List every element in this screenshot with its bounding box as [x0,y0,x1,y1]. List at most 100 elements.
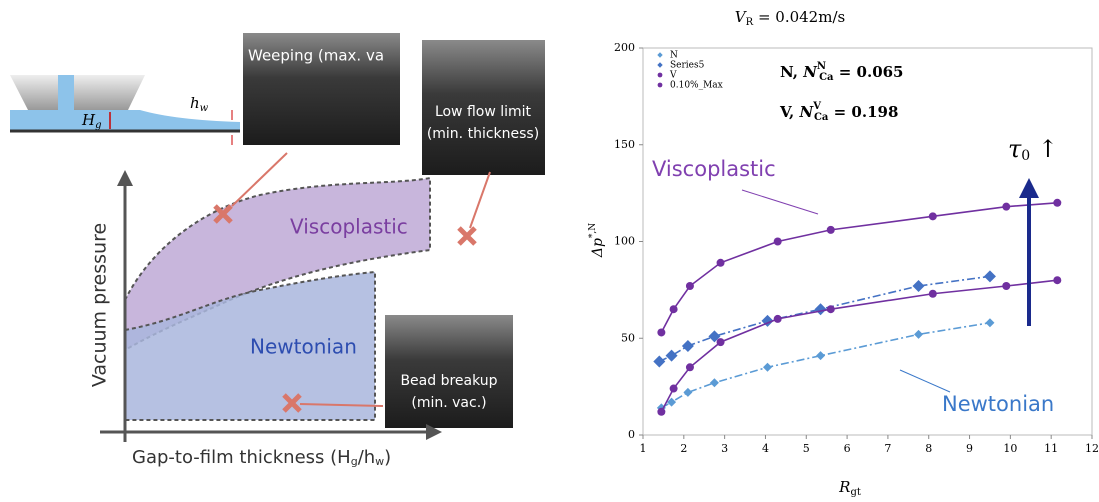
hg: H [81,111,96,129]
text-part: ↑ [1030,135,1058,163]
annotation: Newtonian [942,392,1054,416]
text-part: Ca [814,112,829,123]
x-tick-label: 7 [884,442,891,455]
text-part: = 0.198 [828,103,898,121]
x-tick-label: 10 [1003,442,1017,455]
y-axis-label: Δp*,N [588,223,607,258]
point [653,355,665,367]
text-part: = 0.042m/s [753,8,845,26]
photo-label: Bead breakup [400,373,497,389]
chart-title: VR = 0.042m/s [735,8,845,28]
point [984,270,996,282]
coater-head [10,75,145,110]
point [670,305,678,313]
point [682,340,694,352]
figure: Hg hw Weeping (max. va Low flow limit (m… [0,0,1099,502]
legend-label: V [669,71,677,81]
x-tick-label: 9 [966,442,973,455]
point [914,330,923,339]
hw: h [190,94,200,112]
x-axis-label: Gap-to-film thickness (Hg/hw) [132,447,391,468]
cross [459,228,475,244]
x-tick-label: 3 [721,442,728,455]
point [657,408,665,416]
x-tick-label: 8 [925,442,932,455]
point [670,385,678,393]
point [774,238,782,246]
point [815,303,827,315]
point [929,290,937,298]
series-line [659,276,990,361]
x-label-part: Gap-to-film thickness (H [132,447,351,468]
text-part: *,N [588,223,598,238]
point [929,212,937,220]
text-part: N, [780,63,803,81]
trend-arrow-head [1019,178,1039,198]
point [666,350,678,362]
point [683,388,692,397]
point [1053,276,1061,284]
text-part: N [798,103,814,121]
leader [470,172,490,228]
x-tick-label: 1 [640,442,647,455]
annotation: τ0 ↑ [1008,135,1058,165]
point [686,363,694,371]
text-part: V, [779,103,799,121]
x-tick-label: 6 [844,442,851,455]
point [913,280,925,292]
schematic: Hg hw [10,75,240,145]
photo-label: (min. thickness) [427,126,539,142]
x-label-part: g [351,455,358,468]
y-tick-label: 0 [628,428,635,441]
text-part: gt [850,487,860,498]
legend-label: 0.10%_Max [670,81,723,91]
point [1002,282,1010,290]
text-part: Ca [819,72,834,83]
text-part: V [812,101,821,112]
leader [900,370,950,392]
region-label: Newtonian [250,335,357,359]
slot [58,75,74,110]
point [985,318,994,327]
point [686,282,694,290]
point [1053,199,1061,207]
text-part: R [838,478,850,496]
y-tick-label: 100 [614,235,635,248]
text-part: N [817,61,826,72]
point [827,226,835,234]
point [717,338,725,346]
text-part: τ [1008,135,1022,163]
text-part: Δp [590,238,606,258]
x-label-part: ) [384,447,391,468]
text-part: 0 [1021,148,1030,164]
region-label: Viscoplastic [290,215,408,239]
hw-label: hw [190,94,209,114]
hw-sub: w [200,103,209,114]
hg-sub: g [95,120,101,131]
point [717,259,725,267]
point [710,378,719,387]
point [1002,203,1010,211]
legend-marker [658,73,663,78]
text-part: = 0.065 [834,63,904,81]
y-tick-label: 50 [621,331,635,344]
photo [385,315,513,428]
legend-label: N [670,51,678,61]
x-tick-label: 5 [803,442,810,455]
point [816,351,825,360]
legend-marker [657,52,662,57]
x-label-part: w [375,455,384,468]
axis-arrow [117,170,133,186]
point [657,328,665,336]
y-tick-label: 200 [614,41,635,54]
x-axis-label: Rgt [838,478,861,498]
legend-label: Series5 [670,61,705,71]
legend-marker [657,62,662,67]
text-part: N [802,63,818,81]
annotation: Viscoplastic [652,157,776,181]
x-tick-label: 4 [762,442,769,455]
point [827,305,835,313]
